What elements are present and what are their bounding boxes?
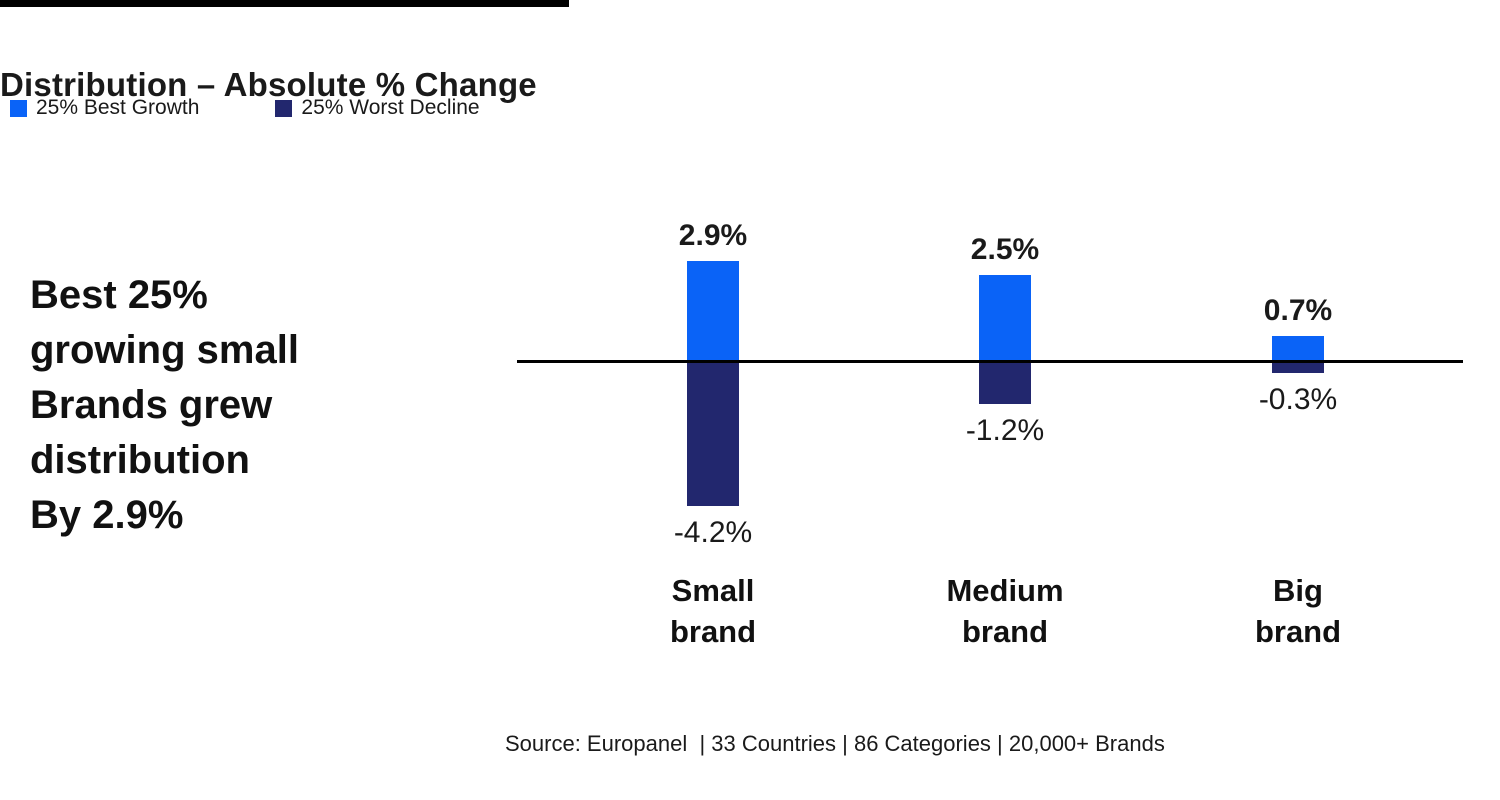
source-note: Source: Europanel | 33 Countries | 86 Ca…: [505, 731, 1165, 756]
callout-text: Best 25% growing small Brands grew distr…: [30, 273, 299, 537]
positive-value-label: 0.7%: [1263, 294, 1333, 327]
worst-decline-bar: [1272, 363, 1324, 373]
top-accent-bar: [0, 0, 569, 7]
category-label: Medium brand: [946, 573, 1064, 649]
negative-value-label: -1.2%: [965, 414, 1045, 447]
negative-value-label: -0.3%: [1258, 383, 1338, 416]
best-growth-bar: [687, 261, 739, 360]
legend-item-best-growth: 25% Best Growth: [10, 96, 199, 120]
legend-label: 25% Best Growth: [36, 96, 200, 119]
category-label: Small brand: [669, 573, 757, 649]
zero-axis-line: [517, 360, 1463, 363]
legend-item-worst-decline: 25% Worst Decline: [275, 96, 480, 120]
positive-value-label: 2.9%: [678, 219, 748, 252]
positive-value-label: 2.5%: [970, 233, 1040, 266]
page-title: Distribution – Absolute % Change: [0, 66, 537, 104]
negative-value-label: -4.2%: [673, 516, 753, 549]
worst-decline-bar: [979, 363, 1031, 404]
best-growth-bar: [1272, 336, 1324, 360]
worst-decline-swatch-icon: [275, 99, 293, 117]
best-growth-swatch-icon: [10, 99, 27, 117]
chart-legend: 25% Best Growth 25% Worst Decline: [10, 96, 480, 120]
best-growth-bar: [979, 275, 1031, 360]
legend-label: 25% Worst Decline: [301, 96, 480, 119]
worst-decline-bar: [687, 363, 739, 506]
category-label: Big brand: [1254, 573, 1342, 649]
